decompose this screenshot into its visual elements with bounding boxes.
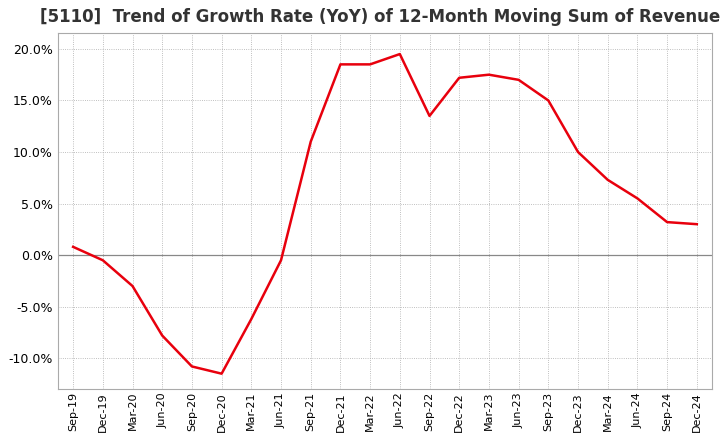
Title: [5110]  Trend of Growth Rate (YoY) of 12-Month Moving Sum of Revenues: [5110] Trend of Growth Rate (YoY) of 12-… <box>40 8 720 26</box>
